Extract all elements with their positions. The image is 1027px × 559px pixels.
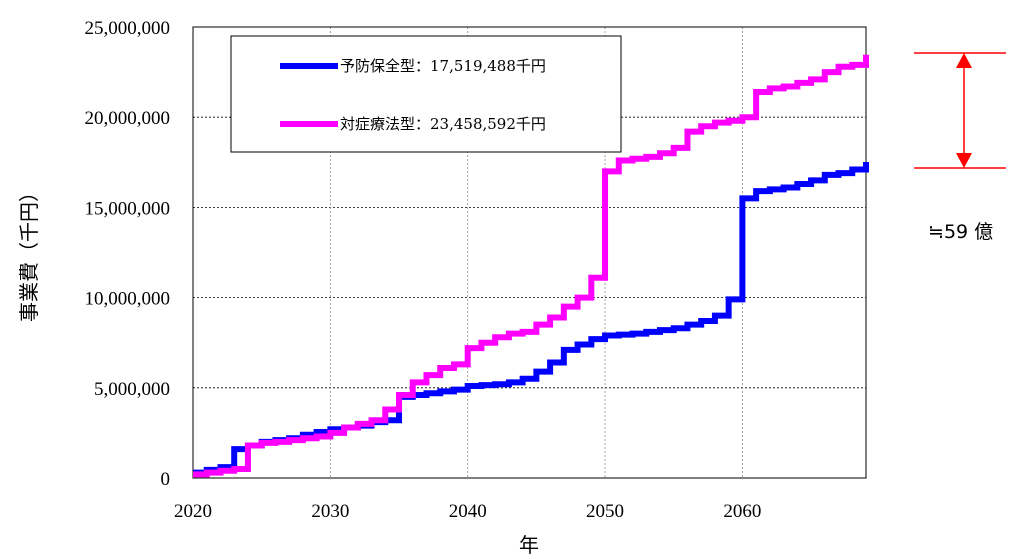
legend-label-symptomatic: 対症療法型：23,458,592千円 xyxy=(340,115,546,133)
y-tick-label: 25,000,000 xyxy=(85,18,171,39)
difference-annotation: ≒59 億 xyxy=(914,52,1006,243)
series-line-preventive xyxy=(193,161,869,476)
plot-area-frame xyxy=(192,26,867,479)
x-axis-ticks: 2020 2030 2040 2050 2060 xyxy=(174,501,761,522)
x-axis-label: 年 xyxy=(519,533,539,557)
annotation-arrow-up xyxy=(956,53,972,68)
series-line-symptomatic xyxy=(193,54,869,478)
legend-box xyxy=(230,35,622,153)
x-tick-label: 2020 xyxy=(174,501,212,522)
y-tick-label: 0 xyxy=(161,469,171,490)
y-axis-ticks: 0 5,000,000 10,000,000 15,000,000 20,000,000… xyxy=(85,18,171,490)
annotation-label: ≒59 億 xyxy=(928,221,993,243)
y-tick-label: 20,000,000 xyxy=(85,108,171,129)
legend-label-preventive: 予防保全型：17,519,488千円 xyxy=(340,57,546,75)
y-tick-label: 10,000,000 xyxy=(85,289,171,310)
x-tick-label: 2060 xyxy=(723,501,761,522)
x-tick-label: 2030 xyxy=(311,501,349,522)
y-tick-label: 5,000,000 xyxy=(94,379,170,400)
x-tick-label: 2050 xyxy=(586,501,624,522)
x-tick-label: 2040 xyxy=(449,501,487,522)
annotation-arrow-down xyxy=(956,153,972,168)
chart-legend: 予防保全型：17,519,488千円 対症療法型：23,458,592千円 xyxy=(230,35,622,153)
y-axis-label: 事業費（千円） xyxy=(17,182,41,322)
y-tick-label: 15,000,000 xyxy=(85,198,171,219)
chart-series xyxy=(193,54,869,478)
